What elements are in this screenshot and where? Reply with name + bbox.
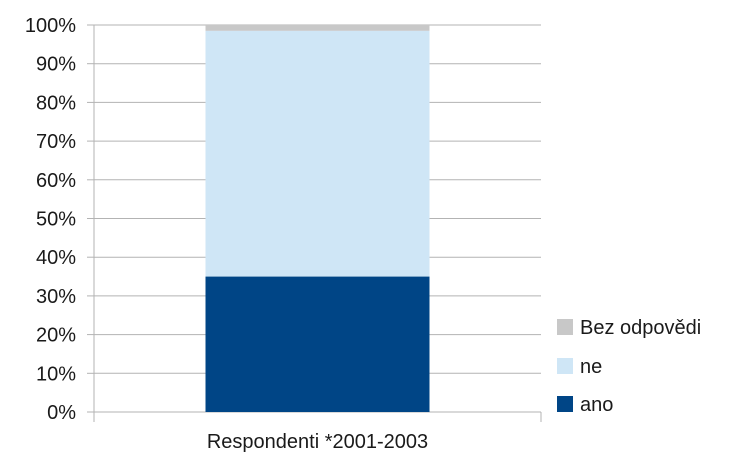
- y-tick-label: 10%: [36, 363, 76, 385]
- legend-label-ne: ne: [580, 356, 602, 378]
- legend: Bez odpovědi ne ano: [557, 317, 701, 416]
- y-tick-label: 30%: [36, 286, 76, 308]
- y-tick-label: 90%: [36, 54, 76, 76]
- legend-label-bez-odpovědi: Bez odpovědi: [580, 317, 701, 339]
- x-axis-category-labels: Respondenti *2001-2003: [207, 431, 428, 453]
- y-tick-label: 100%: [25, 15, 76, 37]
- legend-swatch-ne: [557, 358, 573, 374]
- y-tick-label: 60%: [36, 170, 76, 192]
- y-tick-label: 80%: [36, 92, 76, 114]
- legend-swatch-ano: [557, 396, 573, 412]
- y-tick-label: 40%: [36, 247, 76, 269]
- x-category-label: Respondenti *2001-2003: [207, 431, 428, 453]
- y-tick-label: 0%: [47, 402, 76, 424]
- legend-swatch-bez-odpovědi: [557, 319, 573, 335]
- y-tick-label: 20%: [36, 325, 76, 347]
- bars: [205, 25, 430, 412]
- legend-label-ano: ano: [580, 394, 613, 416]
- y-tick-label: 50%: [36, 209, 76, 231]
- bar-segment-ano: [205, 276, 430, 412]
- bar-segment-bez-odpovědi: [205, 25, 430, 31]
- y-axis-tick-labels: 0% 10% 20% 30% 40% 50% 60% 70% 80% 90% 100%: [25, 15, 76, 424]
- y-tick-label: 70%: [36, 131, 76, 153]
- bar-segment-ne: [205, 30, 430, 277]
